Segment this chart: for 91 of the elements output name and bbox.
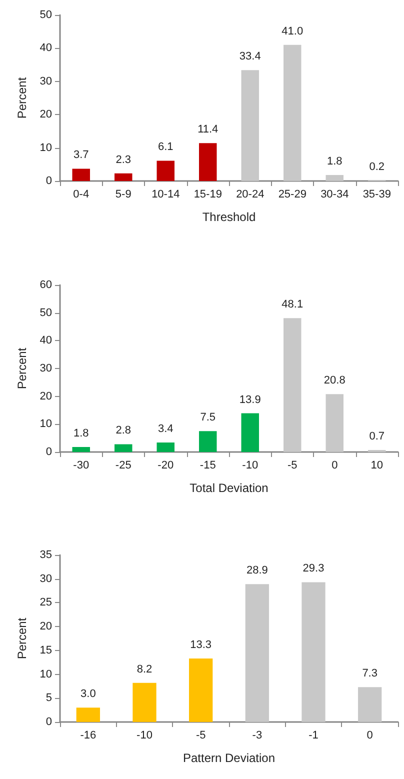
y-tick-label: 20: [40, 620, 52, 633]
data-label: 0.2: [369, 160, 385, 173]
data-label: 20.8: [324, 374, 346, 387]
x-tick-label: -10: [136, 730, 152, 742]
data-label: 1.8: [73, 427, 89, 440]
x-tick-label: 10: [370, 460, 383, 472]
y-axis-title: Percent: [15, 76, 29, 119]
data-label: 29.3: [302, 562, 324, 575]
x-tick-label: 25-29: [278, 188, 306, 200]
x-axis-title: Total Deviation: [190, 481, 268, 495]
x-tick-label: -10: [242, 460, 258, 472]
bar: [284, 44, 302, 181]
x-tick-label: 0: [366, 730, 373, 742]
bar: [156, 442, 174, 452]
bar: [326, 175, 344, 181]
y-tick-label: 30: [40, 572, 52, 585]
bar: [156, 160, 174, 181]
y-tick-label: 15: [40, 644, 52, 656]
bar: [326, 394, 344, 452]
y-tick-label: 30: [40, 362, 52, 374]
bar: [284, 318, 302, 452]
x-tick-label: -5: [287, 460, 298, 472]
x-tick-label: 5-9: [115, 188, 132, 200]
x-tick-label: -1: [308, 730, 318, 742]
x-tick-label: 15-19: [194, 188, 222, 200]
x-tick-label: -15: [200, 460, 216, 472]
x-tick-label: 20-24: [236, 188, 264, 200]
data-label: 2.8: [116, 424, 132, 437]
bar: [199, 431, 217, 452]
x-tick-label: -30: [73, 460, 90, 472]
data-label: 28.9: [246, 564, 268, 577]
data-label: 13.3: [190, 639, 212, 652]
bar: [72, 446, 90, 452]
x-tick-label: -3: [252, 730, 262, 742]
data-label: 41.0: [282, 25, 304, 38]
y-tick-label: 0: [46, 175, 52, 187]
y-tick-label: 60: [40, 279, 52, 291]
y-tick-label: 25: [40, 596, 52, 609]
bar: [245, 584, 269, 722]
y-tick-label: 20: [40, 108, 52, 121]
y-tick-label: 0: [46, 716, 52, 728]
x-tick-label: -25: [115, 460, 132, 472]
data-label: 7.5: [200, 412, 216, 424]
bar: [199, 143, 217, 181]
y-tick-label: 10: [40, 668, 52, 680]
data-label: 3.0: [80, 688, 96, 700]
bar: [189, 658, 213, 722]
y-tick-label: 40: [40, 42, 52, 54]
bar: [114, 444, 132, 452]
y-tick-label: 10: [40, 418, 52, 430]
data-label: 1.8: [326, 156, 342, 168]
data-label: 48.1: [282, 298, 304, 311]
data-label: 8.2: [136, 663, 152, 676]
y-tick-label: 30: [40, 75, 52, 88]
bar: [241, 70, 259, 181]
x-axis-title: Threshold: [202, 210, 256, 224]
y-tick-label: 10: [40, 142, 52, 154]
bar: [72, 168, 90, 181]
y-tick-label: 5: [46, 692, 52, 704]
x-tick-label: -16: [80, 730, 96, 742]
bar: [76, 708, 100, 722]
y-tick-label: 40: [40, 334, 52, 347]
data-label: 13.9: [239, 394, 261, 406]
data-label: 6.1: [158, 141, 174, 154]
x-tick-label: 10-14: [152, 188, 180, 200]
bar: [114, 173, 132, 181]
x-tick-label: 0-4: [73, 188, 90, 200]
x-tick-label: -5: [196, 730, 206, 742]
y-tick-label: 50: [40, 306, 52, 319]
bar: [358, 687, 382, 722]
y-tick-label: 50: [40, 9, 52, 21]
x-tick-label: -20: [158, 460, 174, 472]
bar: [132, 682, 156, 722]
x-tick-label: 35-39: [362, 188, 391, 200]
data-label: 0.7: [369, 430, 385, 443]
y-tick-label: 35: [40, 549, 52, 561]
y-axis-title: Percent: [15, 347, 29, 390]
data-label: 11.4: [198, 124, 218, 136]
y-tick-label: 0: [46, 446, 52, 458]
x-tick-label: 30-34: [320, 188, 349, 200]
data-label: 3.4: [158, 423, 174, 436]
x-axis-title: Pattern Deviation: [182, 751, 276, 765]
bar: [241, 413, 259, 452]
data-label: 33.4: [239, 50, 261, 63]
bar: [302, 582, 326, 722]
y-tick-label: 20: [40, 390, 52, 402]
data-label: 2.3: [116, 154, 132, 166]
data-label: 7.3: [362, 668, 378, 680]
x-tick-label: 0: [332, 460, 338, 472]
data-label: 3.7: [73, 149, 89, 162]
y-axis-title: Percent: [15, 617, 29, 660]
